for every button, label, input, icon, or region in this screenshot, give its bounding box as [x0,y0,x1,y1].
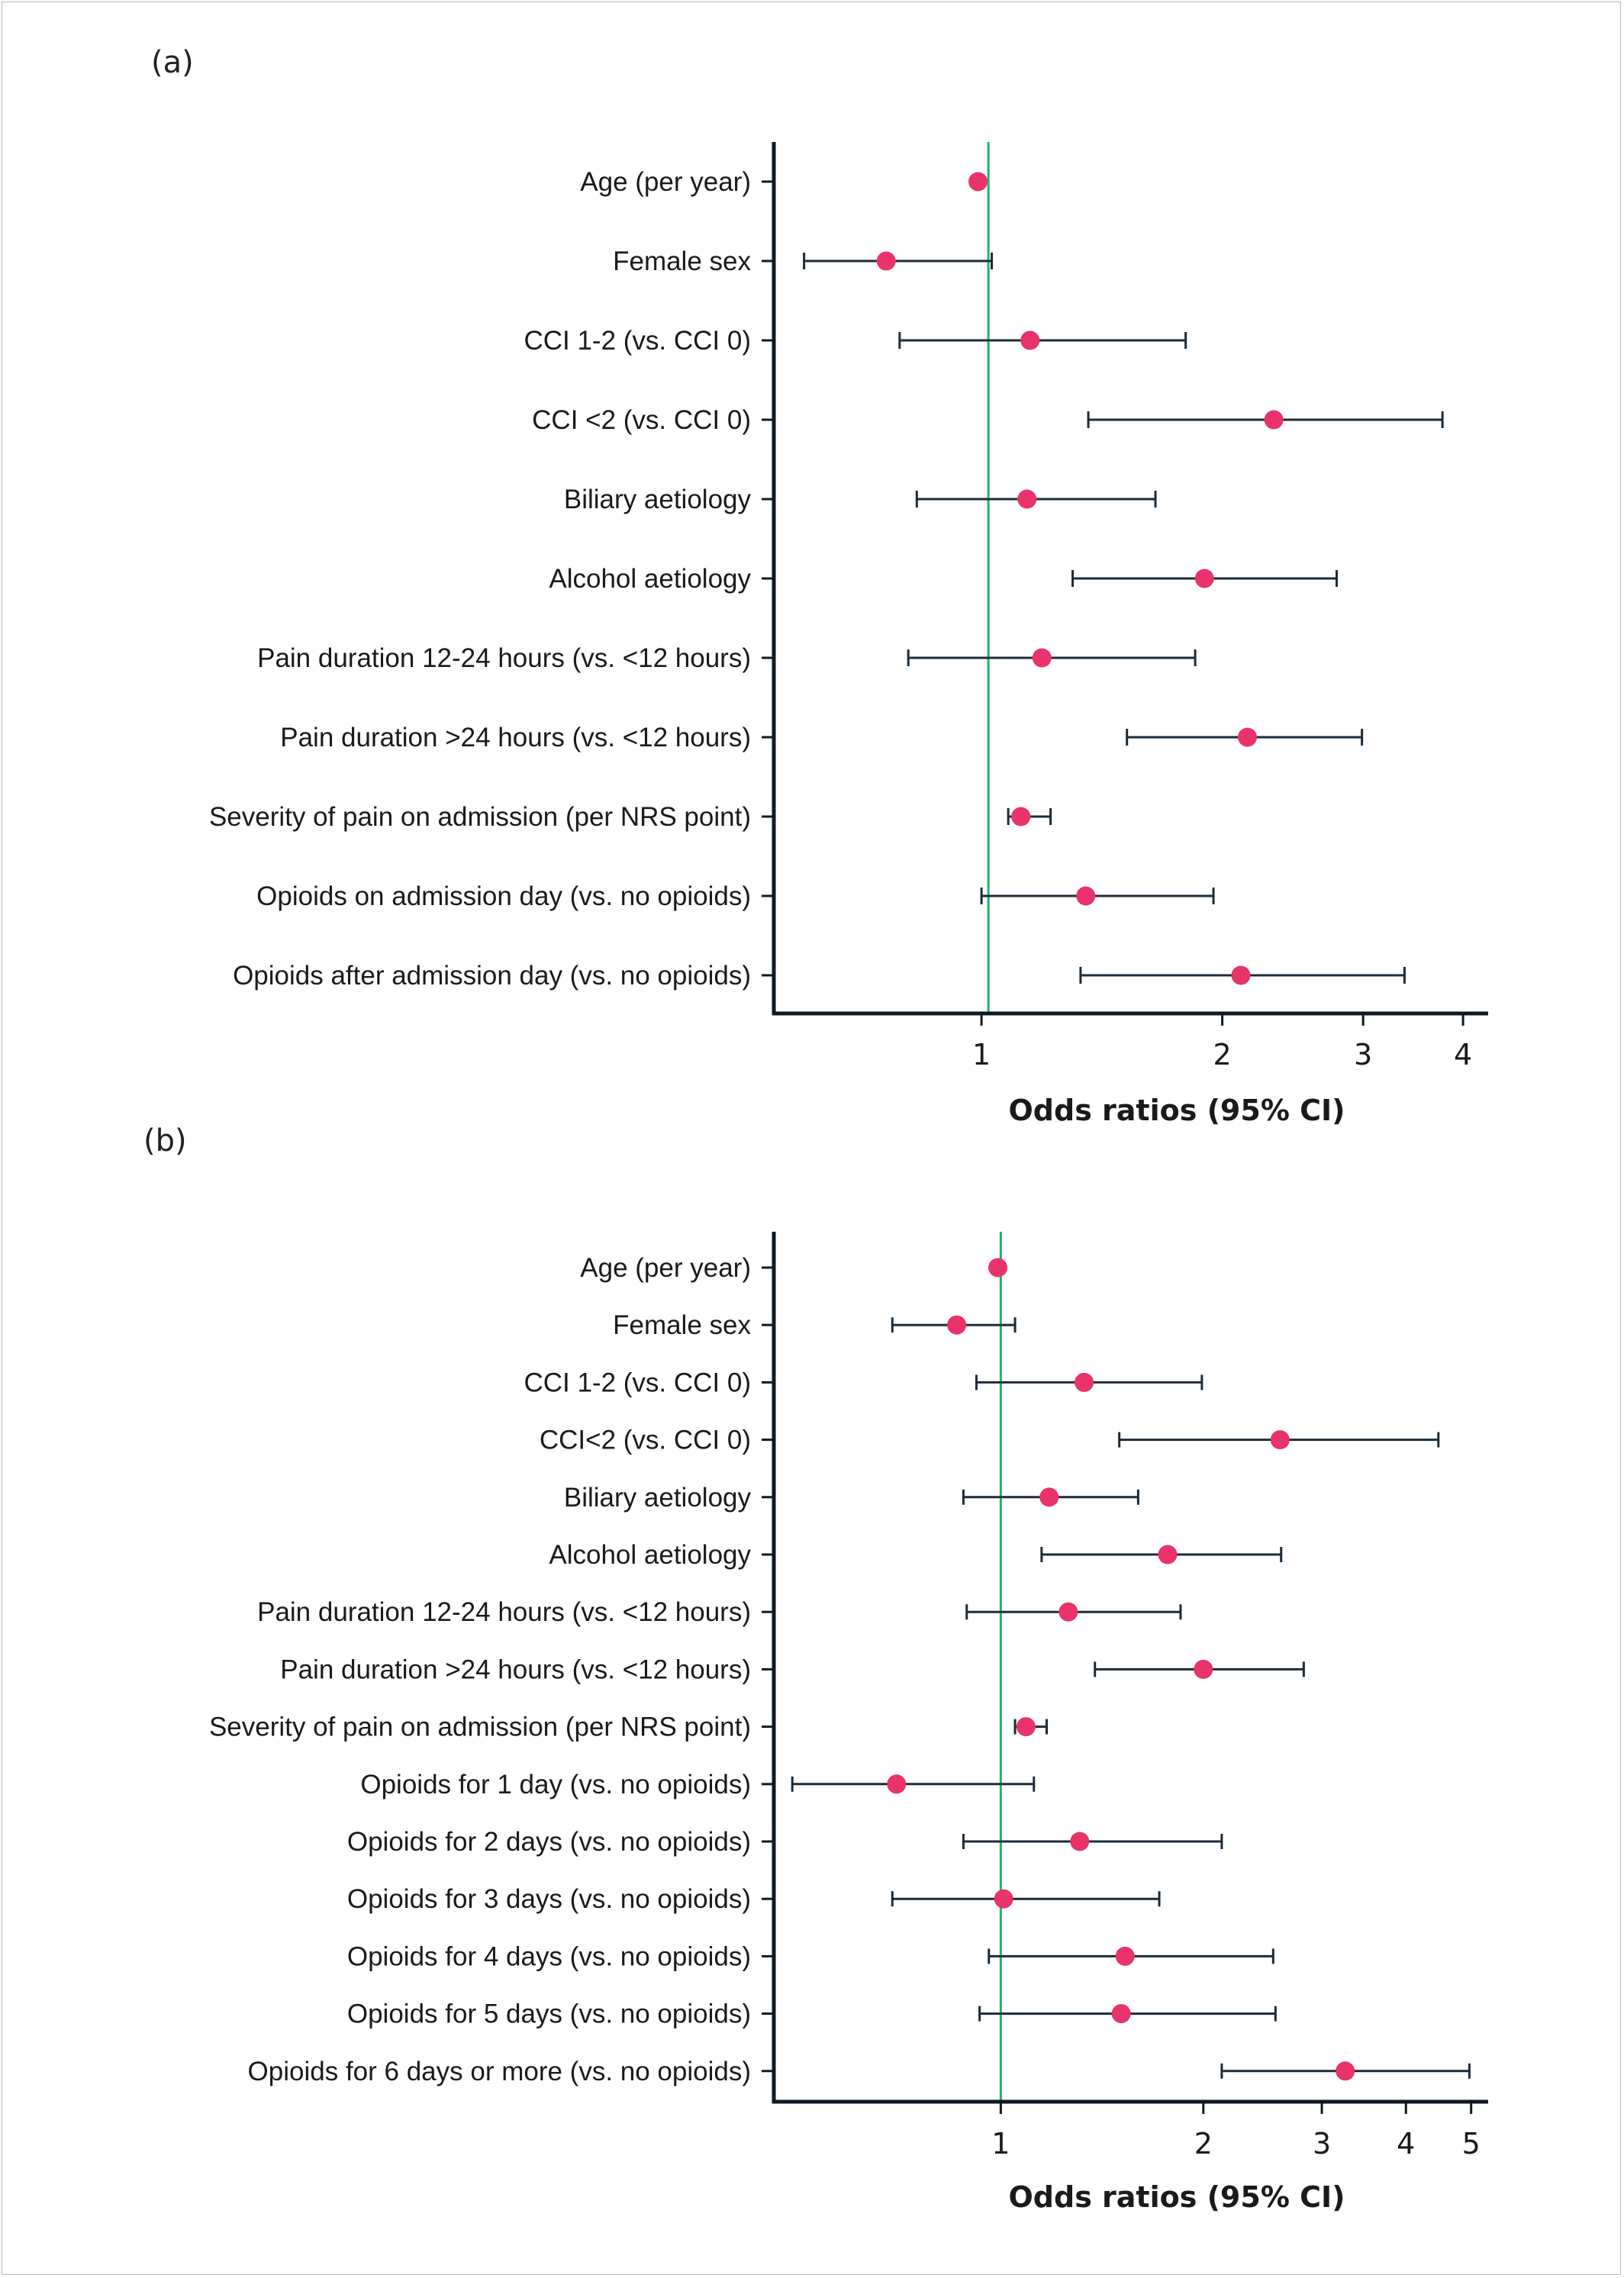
x-tick-label: 1 [991,2127,1010,2160]
x-tick-label: 3 [1313,2127,1331,2160]
estimate-point [947,1315,967,1335]
category-label: Pain duration 12-24 hours (vs. <12 hours… [257,1597,751,1627]
x-tick-label: 4 [1397,2127,1415,2160]
estimate-point [994,1889,1013,1909]
category-label: Severity of pain on admission (per NRS p… [209,1713,751,1742]
estimate-point [876,251,896,271]
x-axis-title: Odds ratios (95% CI) [1008,1094,1345,1127]
estimate-point [968,172,988,192]
estimate-point [1270,1430,1290,1450]
category-label: Alcohol aetiology [549,1540,751,1570]
category-label: Opioids for 6 days or more (vs. no opioi… [248,2057,751,2086]
estimate-point [1020,330,1040,350]
category-label: Opioids after admission day (vs. no opio… [233,961,751,991]
category-label: Age (per year) [580,167,751,197]
category-label: Alcohol aetiology [549,564,751,594]
x-axis-title: Odds ratios (95% CI) [1008,2180,1345,2214]
estimate-point [1231,965,1251,985]
x-tick-label: 2 [1194,2127,1213,2160]
estimate-point [1111,2004,1131,2024]
estimate-point [1076,886,1096,906]
estimate-point [1264,410,1284,430]
category-label: Severity of pain on admission (per NRS p… [209,802,751,832]
category-label: Pain duration >24 hours (vs. <12 hours) [280,723,751,752]
x-tick-label: 3 [1354,1038,1372,1071]
category-label: CCI <2 (vs. CCI 0) [532,405,751,435]
category-label: Opioids for 4 days (vs. no opioids) [347,1941,751,1971]
estimate-point [1058,1602,1078,1622]
category-label: Female sex [613,246,751,276]
panel-b: (b) 1 2 3 4 5 Odds ratios (95% CI) Age (per yea… [143,1123,1488,2214]
x-tick-label: 2 [1213,1038,1232,1071]
estimate-point [1011,807,1031,826]
category-label: Female sex [613,1310,751,1340]
estimate-point [1016,1717,1036,1737]
category-label: Biliary aetiology [564,485,752,514]
category-label: Opioids for 5 days (vs. no opioids) [347,1999,751,2029]
category-label: CCI 1-2 (vs. CCI 0) [524,1368,751,1397]
estimate-point [1032,648,1052,668]
estimate-point [1070,1832,1090,1851]
category-label: CCI 1-2 (vs. CCI 0) [524,326,751,356]
x-tick-label: 4 [1454,1038,1472,1071]
estimate-point [1194,1659,1213,1679]
category-label: Opioids on admission day (vs. no opioids… [256,881,751,911]
estimate-point [1115,1946,1135,1966]
estimate-point [1075,1372,1094,1392]
estimate-point [1336,2061,1355,2081]
panel-a: (a) 1 2 3 4 Odds ratios (95% CI) Age (per year… [151,45,1488,1127]
estimate-point [1158,1545,1178,1564]
x-tick-label: 1 [972,1038,991,1071]
category-label: CCI<2 (vs. CCI 0) [540,1426,751,1455]
panel-label: (b) [143,1123,187,1158]
category-label: Age (per year) [580,1253,751,1283]
category-label: Pain duration >24 hours (vs. <12 hours) [280,1655,751,1684]
category-label: Pain duration 12-24 hours (vs. <12 hours… [257,643,751,673]
panel-label: (a) [151,45,194,80]
estimate-point [1039,1487,1059,1507]
category-label: Opioids for 1 day (vs. no opioids) [360,1770,751,1800]
estimate-point [1017,489,1037,509]
estimate-point [887,1774,907,1794]
x-tick-label: 5 [1462,2127,1481,2160]
category-label: Opioids for 2 days (vs. no opioids) [347,1827,751,1857]
category-label: Opioids for 3 days (vs. no opioids) [347,1884,751,1914]
category-label: Biliary aetiology [564,1483,752,1513]
estimate-point [988,1258,1008,1278]
estimate-point [1238,727,1258,747]
estimate-point [1194,569,1214,588]
